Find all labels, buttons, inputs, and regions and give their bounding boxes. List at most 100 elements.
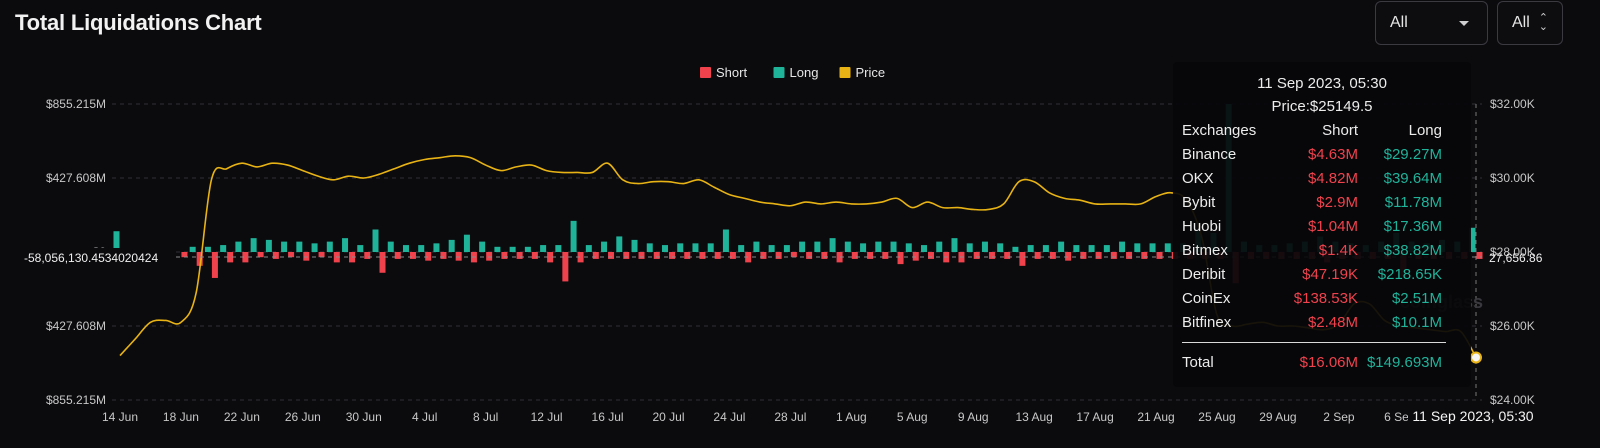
short-bar [988, 252, 995, 259]
short-bar [1034, 252, 1041, 259]
short-bar [425, 252, 432, 261]
long-bar [799, 241, 806, 252]
x-tick-label: 9 Aug [958, 410, 989, 424]
short-bar [684, 252, 691, 259]
x-tick-label: 1 Aug [836, 410, 867, 424]
crosshair-x-label-bg [1408, 405, 1538, 427]
price-point-marker [1470, 351, 1482, 364]
x-tick-label: 29 Aug [1259, 410, 1296, 424]
short-bar [577, 252, 584, 263]
long-bar [661, 245, 668, 252]
tooltip-short-value: $2.9M [1316, 194, 1358, 211]
chevron-down-icon [1459, 21, 1469, 26]
short-bar [592, 252, 599, 259]
long-bar [738, 245, 745, 252]
symbol-select[interactable]: All ⌃ ⌄ [1497, 1, 1563, 45]
long-bar [555, 245, 562, 252]
short-bar [1095, 252, 1102, 259]
short-bar [912, 252, 919, 261]
tooltip-short-value: $1.4K [1318, 242, 1358, 259]
short-bar [1156, 252, 1163, 259]
long-bar [692, 243, 699, 252]
short-bar [379, 252, 386, 273]
short-bar [867, 252, 874, 259]
x-tick-label: 26 Jun [285, 410, 321, 424]
long-bar [1469, 227, 1476, 252]
long-bar [1149, 243, 1156, 252]
short-bar [409, 252, 416, 259]
x-tick-label: 16 Jul [592, 410, 624, 424]
crosshair-right-label: 27,656.86 [1489, 251, 1543, 265]
long-bar [463, 234, 470, 252]
long-bar [265, 239, 272, 252]
short-bar [1110, 252, 1117, 259]
short-bar [531, 252, 538, 259]
tooltip-long-value: $10.1M [1391, 314, 1442, 331]
y-right-tick-label: $30.00K [1490, 171, 1535, 185]
long-bar [311, 243, 318, 252]
crosshair-x-label: 11 Sep 2023, 05:30 [1412, 408, 1533, 424]
long-bar [1042, 245, 1049, 252]
x-tick-label: 30 Jun [346, 410, 382, 424]
tooltip-exchange-name: Bitfinex [1182, 314, 1232, 331]
x-tick-label: 6 Sep [1384, 410, 1416, 424]
long-bar [951, 238, 958, 252]
long-bar [707, 243, 714, 252]
x-tick-label: 12 Jul [531, 410, 563, 424]
short-bar [928, 252, 935, 259]
long-bar [357, 245, 364, 252]
tooltip-price: Price:$25149.5 [1271, 98, 1373, 115]
short-bar [1004, 252, 1011, 259]
long-bar [402, 245, 409, 252]
short-bar [1080, 252, 1087, 259]
y-left-tick-label: $855.215M [46, 393, 106, 407]
tooltip-long-value: $11.78M [1384, 194, 1442, 211]
long-bar [768, 245, 775, 252]
tooltip-long-value: $17.36M [1383, 218, 1442, 235]
exchange-select[interactable]: All [1375, 1, 1488, 45]
short-bar [973, 252, 980, 259]
short-bar [897, 252, 904, 265]
long-bar [722, 229, 729, 252]
short-bar [836, 252, 843, 263]
tooltip-exchange-name: CoinEx [1182, 290, 1231, 307]
long-bar [601, 241, 608, 252]
x-tick-label: 4 Jul [412, 410, 437, 424]
long-bar [1103, 245, 1110, 252]
long-bar [235, 241, 242, 252]
x-tick-label: 8 Jul [473, 410, 498, 424]
short-bar [1126, 252, 1133, 259]
long-bar [844, 241, 851, 252]
tooltip-total-row: Total $16.06M $149.693M [1182, 352, 1454, 374]
short-bar [608, 252, 615, 259]
tooltip-header-exchanges: Exchanges [1182, 122, 1257, 139]
short-bar [745, 252, 752, 263]
x-tick-label: 24 Jul [713, 410, 745, 424]
short-bar [714, 252, 721, 259]
long-bar [448, 239, 455, 252]
short-bar [851, 252, 858, 259]
long-bar [509, 246, 516, 252]
tooltip-header-row: Exchanges Short Long [1182, 120, 1454, 142]
short-bar [257, 252, 264, 258]
short-bar [394, 252, 401, 259]
legend-label-short: Short [716, 65, 747, 80]
tooltip-long-value: $218.65K [1377, 266, 1442, 283]
long-bar [1164, 243, 1171, 252]
tooltip-total-long: $149.693M [1366, 354, 1442, 371]
tooltip-exchange-name: Huobi [1182, 218, 1222, 235]
short-bar [303, 252, 310, 261]
short-bar [501, 252, 508, 259]
tooltip-exchange-name: Deribit [1182, 266, 1226, 283]
tooltip-row-bitfinex: Bitfinex $2.48M $10.1M [1182, 312, 1454, 334]
short-bar [318, 252, 325, 258]
short-bar [653, 252, 660, 259]
short-bar [882, 252, 889, 259]
short-bar [211, 252, 218, 278]
long-bar [220, 245, 227, 252]
x-tick-label: 17 Aug [1076, 410, 1113, 424]
tooltip-exchange-name: Bybit [1182, 194, 1216, 211]
short-bar [775, 252, 782, 259]
tooltip-short-value: $138.53K [1293, 290, 1358, 307]
long-bar [326, 241, 333, 252]
